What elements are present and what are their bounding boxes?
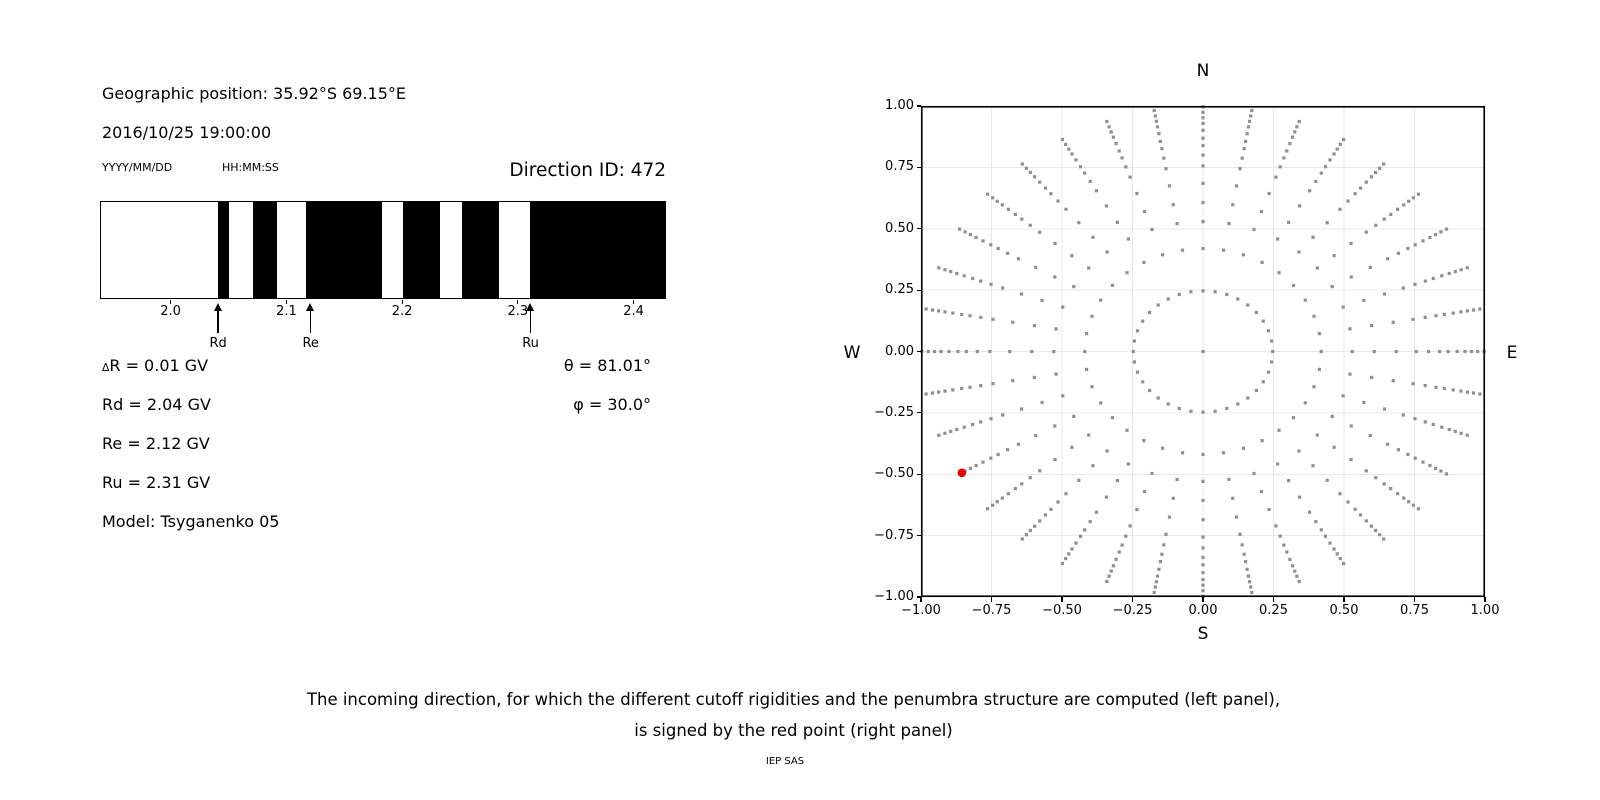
arrow-stem [529, 310, 532, 333]
delta-symbol: ∆ [102, 361, 110, 374]
penumbra-x-tick-label: 2.4 [623, 304, 644, 319]
penumbra-x-tick [633, 300, 635, 304]
arrow-stem [217, 310, 219, 333]
info-line-0: ∆R = 0.01 GV [102, 356, 209, 375]
info-line-4: Model: Tsyganenko 05 [102, 512, 280, 531]
arrow-stem [310, 310, 312, 333]
penumbra-x-tick [401, 300, 403, 304]
compass-west-label: W [843, 343, 861, 363]
scatter-y-tick [916, 473, 921, 475]
scatter-y-tick-label: 0.75 [885, 159, 914, 175]
scatter-y-tick-label: −0.25 [874, 404, 914, 420]
scatter-x-tick [920, 597, 922, 602]
scatter-y-tick [916, 596, 921, 598]
penumbra-x-tick-label: 2.1 [276, 304, 297, 319]
info-line-3: Ru = 2.31 GV [102, 473, 211, 492]
scatter-y-tick [916, 105, 921, 107]
scatter-y-tick [916, 412, 921, 414]
scatter-x-tick [1202, 597, 1204, 602]
scatter-y-tick-label: 0.50 [885, 220, 914, 236]
penumbra-x-tick-label: 2.0 [160, 304, 181, 319]
scatter-x-tick-label: 1.00 [1470, 603, 1500, 618]
time-format-label: HH:MM:SS [222, 161, 279, 174]
scatter-y-tick-label: 0.00 [885, 343, 914, 359]
compass-east-label: E [1506, 343, 1518, 363]
scatter-y-tick-label: −0.50 [874, 466, 914, 482]
penumbra-forbidden-band [530, 202, 665, 298]
scatter-x-tick [1413, 597, 1416, 602]
cutoff-marker-label-ru: Ru [522, 336, 539, 351]
scatter-y-tick-label: 0.25 [885, 282, 914, 298]
scatter-x-tick [990, 597, 993, 602]
penumbra-x-tick [285, 300, 287, 304]
plot-border [921, 106, 1486, 597]
scatter-y-tick [916, 535, 921, 537]
caption-line-2: is signed by the red point (right panel) [634, 721, 953, 740]
date-format-label: YYYY/MM/DD [102, 161, 173, 174]
credit-text: IEP SAS [765, 756, 805, 767]
scatter-x-tick [1484, 597, 1486, 602]
scatter-y-tick [916, 166, 921, 168]
compass-north-label: N [1196, 61, 1210, 81]
caption-line-1: The incoming direction, for which the di… [306, 690, 1281, 709]
direction-grid-dots [920, 105, 1486, 598]
arrow-head-icon [306, 303, 315, 311]
penumbra-forbidden-band [462, 202, 500, 298]
scatter-x-tick [1131, 597, 1134, 602]
penumbra-x-tick [517, 300, 519, 304]
direction-id-title: Direction ID: 472 [509, 160, 666, 181]
scatter-x-tick-label: −0.75 [971, 603, 1012, 618]
info-line-1: Rd = 2.04 GV [102, 395, 211, 414]
scatter-y-tick-label: −0.75 [874, 527, 914, 543]
scatter-y-tick [916, 350, 921, 353]
penumbra-x-tick-label: 2.2 [391, 304, 413, 319]
red-point [957, 468, 967, 478]
penumbra-plot-area [100, 201, 666, 299]
scatter-y-tick-label: −1.00 [874, 589, 914, 604]
scatter-x-tick [1343, 597, 1345, 602]
geo-position-text: Geographic position: 35.92°S 69.15°E [102, 84, 407, 103]
scatter-y-tick [916, 289, 921, 291]
scatter-x-tick [1272, 597, 1275, 602]
scatter-x-tick-label: −1.00 [901, 603, 941, 618]
scatter-y-tick-label: 1.00 [885, 98, 914, 113]
scatter-x-tick-label: 0.25 [1259, 603, 1288, 618]
penumbra-forbidden-band [217, 202, 230, 298]
scatter-x-tick-label: 0.00 [1188, 603, 1218, 618]
compass-south-label: S [1197, 624, 1209, 644]
scatter-x-tick-label: −0.25 [1112, 603, 1153, 618]
penumbra-x-tick-label: 2.3 [507, 304, 529, 319]
scatter-y-tick [916, 228, 921, 230]
scatter-x-tick [1061, 597, 1063, 602]
scatter-x-tick-label: 0.50 [1329, 603, 1359, 618]
penumbra-forbidden-band [252, 202, 277, 298]
direction-scatter-plot [920, 105, 1486, 598]
penumbra-forbidden-band [305, 202, 383, 298]
penumbra-forbidden-band [403, 202, 441, 298]
cutoff-marker-label-re: Re [302, 336, 319, 351]
arrow-head-icon [526, 303, 534, 311]
angle-line-0: θ = 81.01° [563, 356, 651, 375]
angle-line-1: φ = 30.0° [573, 395, 651, 414]
arrow-head-icon [213, 303, 222, 311]
datetime-text: 2016/10/25 19:00:00 [102, 123, 272, 142]
scatter-x-tick-label: −0.50 [1042, 603, 1082, 618]
scatter-x-tick-label: 0.75 [1400, 603, 1429, 618]
cutoff-marker-label-rd: Rd [209, 336, 227, 351]
info-line-2: Re = 2.12 GV [102, 434, 210, 453]
penumbra-x-tick [170, 300, 172, 304]
